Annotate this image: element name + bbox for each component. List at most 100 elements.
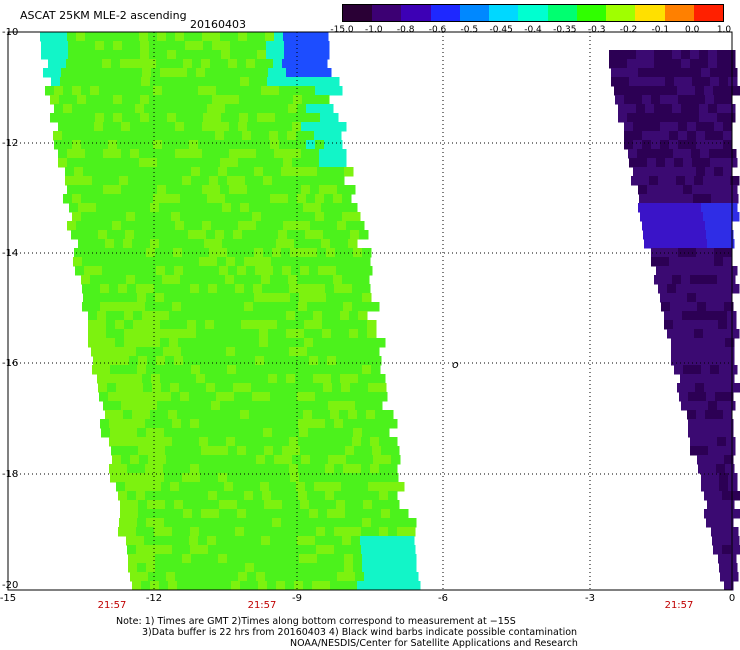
swath-cell [199, 545, 209, 555]
swath-cell [318, 500, 328, 510]
swath-cell [679, 392, 689, 402]
swath-cell [255, 509, 265, 519]
swath-cell [127, 347, 137, 357]
swath-cell [81, 194, 91, 204]
swath-cell [190, 284, 200, 294]
swath-cell [180, 392, 190, 402]
swath-cell [270, 140, 280, 150]
swath-cell [307, 257, 317, 267]
swath-cell [115, 329, 125, 339]
swath-cell [173, 248, 183, 258]
swath-cell [349, 374, 359, 384]
swath-cell [728, 482, 738, 492]
swath-cell [389, 554, 399, 564]
swath-cell [624, 122, 634, 132]
swath-cell [277, 311, 287, 321]
swath-cell [618, 59, 628, 69]
swath-cell [276, 239, 286, 249]
swath-cell [235, 491, 245, 501]
swath-cell [703, 329, 713, 339]
swath-cell [190, 257, 200, 267]
swath-cell [725, 374, 735, 384]
swath-cell [148, 32, 158, 42]
swath-cell [653, 239, 663, 249]
swath-cell [222, 581, 232, 591]
swath-cell [216, 275, 226, 285]
swath-cell [144, 212, 154, 222]
swath-cell [106, 68, 116, 78]
swath-cell [135, 194, 145, 204]
swath-cell [660, 221, 670, 231]
swath-cell [130, 149, 140, 159]
swath-cell [209, 293, 219, 303]
swath-cell [315, 140, 325, 150]
swath-cell [176, 113, 186, 123]
swath-cell [683, 365, 693, 375]
swath-cell [76, 32, 86, 42]
swath-cell [160, 311, 170, 321]
swath-cell [707, 239, 717, 249]
swath-cell [100, 347, 110, 357]
swath-cell [678, 167, 688, 177]
swath-cell [219, 356, 229, 366]
swath-cell [722, 545, 732, 555]
swath-cell [325, 545, 335, 555]
swath-cell [236, 563, 246, 573]
swath-cell [335, 365, 345, 375]
swath-cell [631, 176, 641, 186]
swath-cell [180, 275, 190, 285]
swath-cell [730, 284, 740, 294]
swath-cell [708, 113, 718, 123]
swath-cell [708, 59, 718, 69]
swath-cell [97, 338, 107, 348]
swath-cell [344, 554, 354, 564]
swath-cell [633, 167, 643, 177]
swath-cell [113, 41, 123, 51]
swath-cell [334, 302, 344, 312]
swath-cell [331, 338, 341, 348]
swath-cell [681, 59, 691, 69]
lat-label-16: -16 [2, 358, 19, 369]
swath-cell [204, 581, 214, 591]
swath-cell [714, 293, 724, 303]
swath-cell [130, 158, 140, 168]
swath-cell [184, 32, 194, 42]
swath-cell [380, 563, 390, 573]
swath-cell [707, 500, 717, 510]
swath-cell [282, 356, 292, 366]
swath-cell [290, 176, 300, 186]
swath-cell [260, 131, 270, 141]
swath-cell [252, 392, 262, 402]
swath-cell [160, 68, 170, 78]
swath-cell [163, 284, 173, 294]
swath-cell [284, 95, 294, 105]
swath-cell [153, 104, 163, 114]
swath-cell [112, 149, 122, 159]
swath-cell [208, 302, 218, 312]
swath-cell [629, 68, 639, 78]
swath-cell [77, 41, 87, 51]
swath-cell [94, 185, 104, 195]
swath-cell [181, 257, 191, 267]
swath-cell [177, 410, 187, 420]
swath-cell [318, 59, 328, 69]
swath-cell [713, 545, 723, 555]
swath-cell [706, 302, 716, 312]
swath-cell [706, 428, 716, 438]
swath-cell [175, 185, 185, 195]
swath-cell [264, 59, 274, 69]
swath-cell [187, 68, 197, 78]
swath-cell [688, 230, 698, 240]
swath-cell [88, 311, 98, 321]
swath-cell [156, 266, 166, 276]
swath-cell [692, 68, 702, 78]
swath-cell [364, 455, 374, 465]
swath-cell [247, 221, 257, 231]
swath-cell [90, 275, 100, 285]
swath-cell [231, 203, 241, 213]
swath-cell [212, 41, 222, 51]
swath-cell [81, 86, 91, 96]
swath-cell [92, 293, 102, 303]
swath-cell [124, 329, 134, 339]
swath-cell [232, 374, 242, 384]
